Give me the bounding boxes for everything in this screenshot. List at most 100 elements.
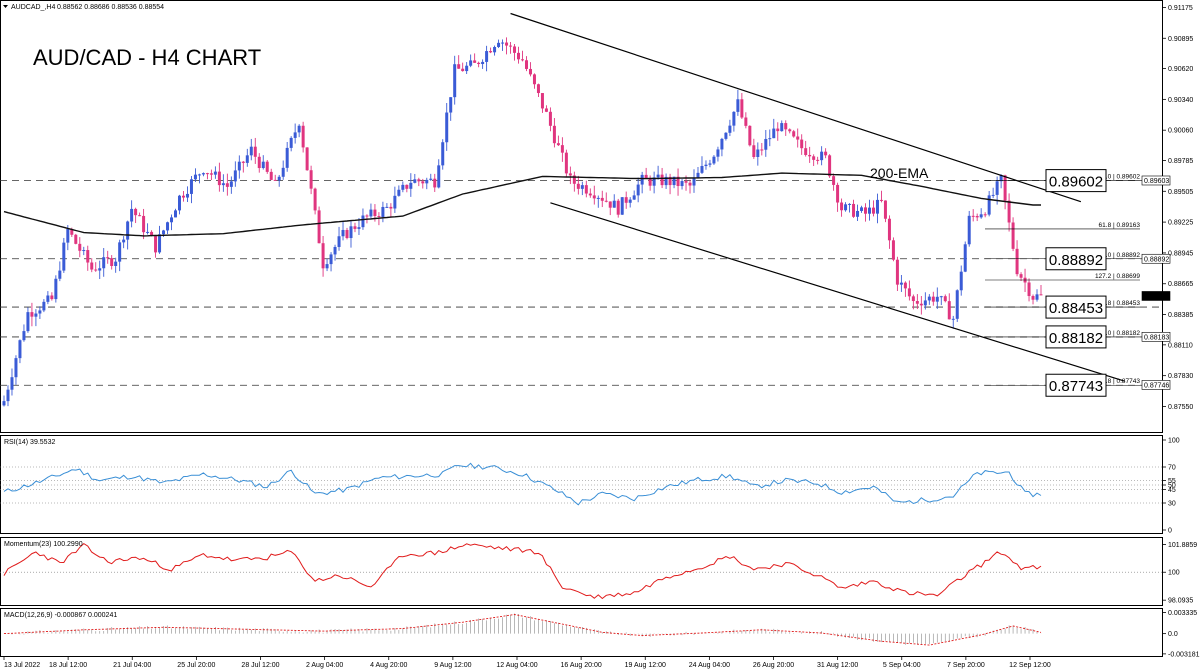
time-tick-label: 2 Aug 04:00 bbox=[306, 662, 343, 669]
candle-body bbox=[349, 226, 353, 239]
candle-body bbox=[596, 197, 600, 199]
time-tick-label: 24 Aug 04:00 bbox=[689, 662, 730, 669]
candle-body bbox=[18, 340, 22, 359]
candle-body bbox=[915, 301, 919, 304]
candle-body bbox=[413, 179, 417, 183]
candle-body bbox=[130, 208, 134, 222]
candle-body bbox=[860, 207, 864, 211]
candle-body bbox=[608, 201, 612, 208]
candle-body bbox=[54, 278, 58, 300]
candle-body bbox=[748, 125, 752, 146]
price-tick-label: 0.90895 bbox=[1168, 36, 1193, 43]
candle-body bbox=[564, 152, 568, 174]
candle-body bbox=[213, 171, 217, 175]
candle-body bbox=[696, 172, 700, 178]
momentum-tick-label: 101.8859 bbox=[1168, 542, 1197, 549]
candle-body bbox=[664, 176, 668, 186]
price-tick-label: 0.89225 bbox=[1168, 220, 1193, 227]
dropdown-triangle-icon[interactable] bbox=[3, 5, 8, 8]
candle-body bbox=[321, 243, 325, 269]
candle-body bbox=[106, 257, 110, 259]
candle-body bbox=[473, 60, 477, 63]
candle-body bbox=[325, 264, 329, 269]
chart-title: AUD/CAD - H4 CHART bbox=[33, 45, 261, 70]
candle-body bbox=[377, 216, 381, 218]
candle-body bbox=[1035, 294, 1039, 300]
channel-upper-line bbox=[510, 12, 1082, 203]
candle-body bbox=[110, 258, 114, 267]
candle-body bbox=[899, 282, 903, 285]
price-axis-layer: 0.91175 0.90895 0.90620 0.90340 0.90060 0.897… bbox=[1141, 5, 1193, 411]
candle-body bbox=[285, 147, 289, 168]
rsi-label: RSI(14) 39.5532 bbox=[4, 439, 55, 446]
candle-body bbox=[864, 207, 868, 214]
candles-layer bbox=[2, 37, 1043, 407]
candle-body bbox=[700, 166, 704, 173]
candle-body bbox=[457, 64, 461, 69]
candle-body bbox=[979, 214, 983, 218]
rsi-tick-label: 0 bbox=[1168, 528, 1172, 535]
momentum-panel-frame bbox=[0, 537, 1163, 606]
candle-body bbox=[301, 125, 305, 148]
time-tick-label: 12 Sep 12:00 bbox=[1009, 662, 1051, 669]
candle-body bbox=[883, 200, 887, 219]
candle-body bbox=[102, 257, 106, 269]
momentum-line bbox=[3, 542, 1042, 600]
candle-body bbox=[824, 151, 828, 156]
price-tick-label: 0.88385 bbox=[1168, 312, 1193, 319]
candle-body bbox=[648, 178, 652, 186]
time-tick-label: 5 Sep 04:00 bbox=[883, 662, 921, 669]
candle-body bbox=[852, 203, 856, 217]
fib-label: 0.0 | 0.89602 bbox=[1102, 174, 1140, 181]
candle-body bbox=[493, 47, 497, 53]
price-tick-label: 0.89505 bbox=[1168, 189, 1193, 196]
rsi-tick-label: 45 bbox=[1168, 487, 1176, 494]
price-tag-box bbox=[1141, 332, 1171, 342]
candle-body bbox=[744, 117, 748, 126]
candle-body bbox=[233, 170, 237, 182]
candle-body bbox=[521, 59, 524, 61]
candle-body bbox=[891, 240, 895, 260]
candle-body bbox=[620, 197, 624, 215]
candle-body bbox=[46, 295, 50, 302]
candle-body bbox=[58, 270, 62, 279]
level-box bbox=[1045, 325, 1107, 349]
candle-body bbox=[931, 296, 935, 302]
price-tick-label: 0.88665 bbox=[1168, 281, 1193, 288]
candle-body bbox=[911, 296, 915, 302]
candle-body bbox=[42, 301, 46, 311]
candle-body bbox=[768, 138, 772, 140]
candle-body bbox=[1011, 222, 1015, 249]
candle-body bbox=[209, 173, 213, 175]
time-tick-label: 4 Aug 20:00 bbox=[370, 662, 407, 669]
candle-body bbox=[995, 181, 999, 195]
candle-body bbox=[154, 236, 158, 253]
candle-body bbox=[98, 268, 102, 271]
candle-body bbox=[142, 215, 146, 233]
candle-body bbox=[804, 148, 808, 155]
candle-body bbox=[792, 131, 796, 137]
candle-body bbox=[405, 184, 409, 189]
candle-body bbox=[812, 156, 816, 160]
price-tick-label: 0.91175 bbox=[1168, 5, 1193, 12]
candle-body bbox=[305, 147, 309, 171]
candle-body bbox=[875, 199, 879, 214]
candle-body bbox=[580, 185, 584, 189]
candle-body bbox=[556, 143, 560, 146]
candle-body bbox=[628, 199, 632, 203]
candle-body bbox=[134, 208, 138, 216]
candle-body bbox=[975, 216, 979, 218]
candle-body bbox=[381, 206, 385, 217]
candle-body bbox=[588, 193, 592, 196]
time-tick-label: 21 Jul 04:00 bbox=[113, 662, 151, 669]
macd-label: MACD(12,26,9) -0.000867 0.000241 bbox=[4, 612, 117, 619]
candle-body bbox=[967, 215, 971, 245]
candle-body bbox=[369, 209, 373, 217]
candle-body bbox=[660, 174, 664, 186]
candle-body bbox=[170, 217, 174, 223]
candle-body bbox=[959, 271, 963, 291]
fib-layer: 0.0 | 0.89602 61.8 | 0.89163 100.0 | 0.888… bbox=[985, 169, 1140, 397]
candle-body bbox=[445, 112, 449, 143]
rsi-tick-label: 30 bbox=[1168, 501, 1176, 508]
candle-body bbox=[935, 296, 939, 302]
